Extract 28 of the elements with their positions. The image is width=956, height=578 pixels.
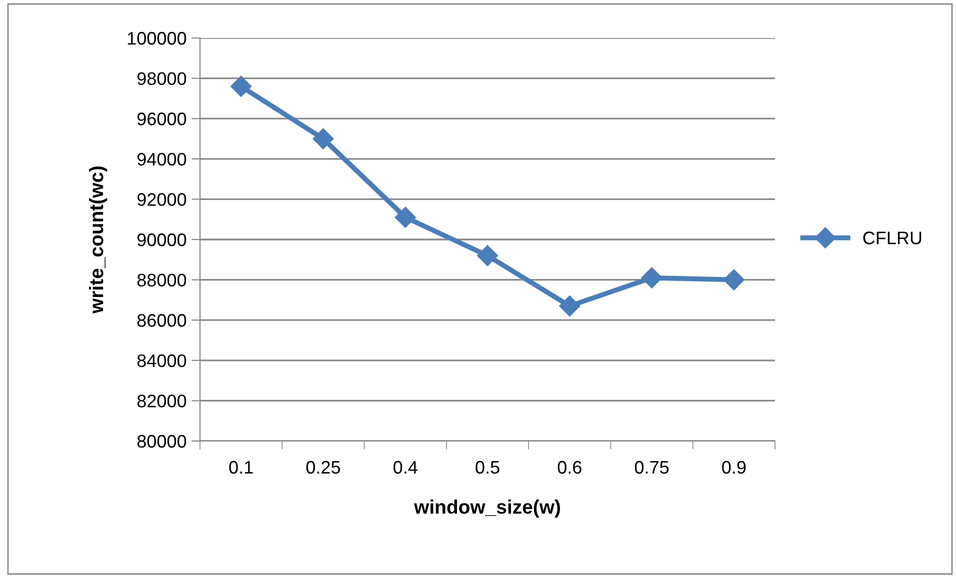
y-tick-label: 96000 [137,112,186,126]
point [641,267,662,288]
y-tick-label: 84000 [137,354,186,368]
point [394,206,416,228]
x-tick-label: 0.75 [634,460,669,474]
y-tick-label: 98000 [137,72,186,86]
point [723,269,744,290]
x-tick-label: 0.1 [229,460,253,474]
y-tick-label: 88000 [137,274,186,287]
y-tick-label: 100000 [128,32,186,45]
x-tick-label: 0.4 [394,460,418,474]
point [559,295,580,317]
x-tick-label: 0.5 [476,460,500,474]
legend-label: CFLRU [863,232,922,244]
point [230,76,252,97]
x-axis-title: window_size(w) [414,500,560,518]
point [476,245,498,266]
point [312,128,334,150]
y-tick-label: 92000 [137,193,186,206]
y-tick-label: 80000 [137,434,186,448]
y-axis-title: write_count(wc) [88,166,108,314]
y-tick-label: 86000 [137,314,186,327]
y-tick-label: 94000 [137,152,186,166]
x-tick-label: 0.25 [306,460,340,474]
y-tick-label: 82000 [137,394,186,408]
x-tick-label: 0.9 [722,460,746,474]
y-tick-label: 90000 [137,233,186,246]
x-tick-label: 0.6 [558,460,582,474]
